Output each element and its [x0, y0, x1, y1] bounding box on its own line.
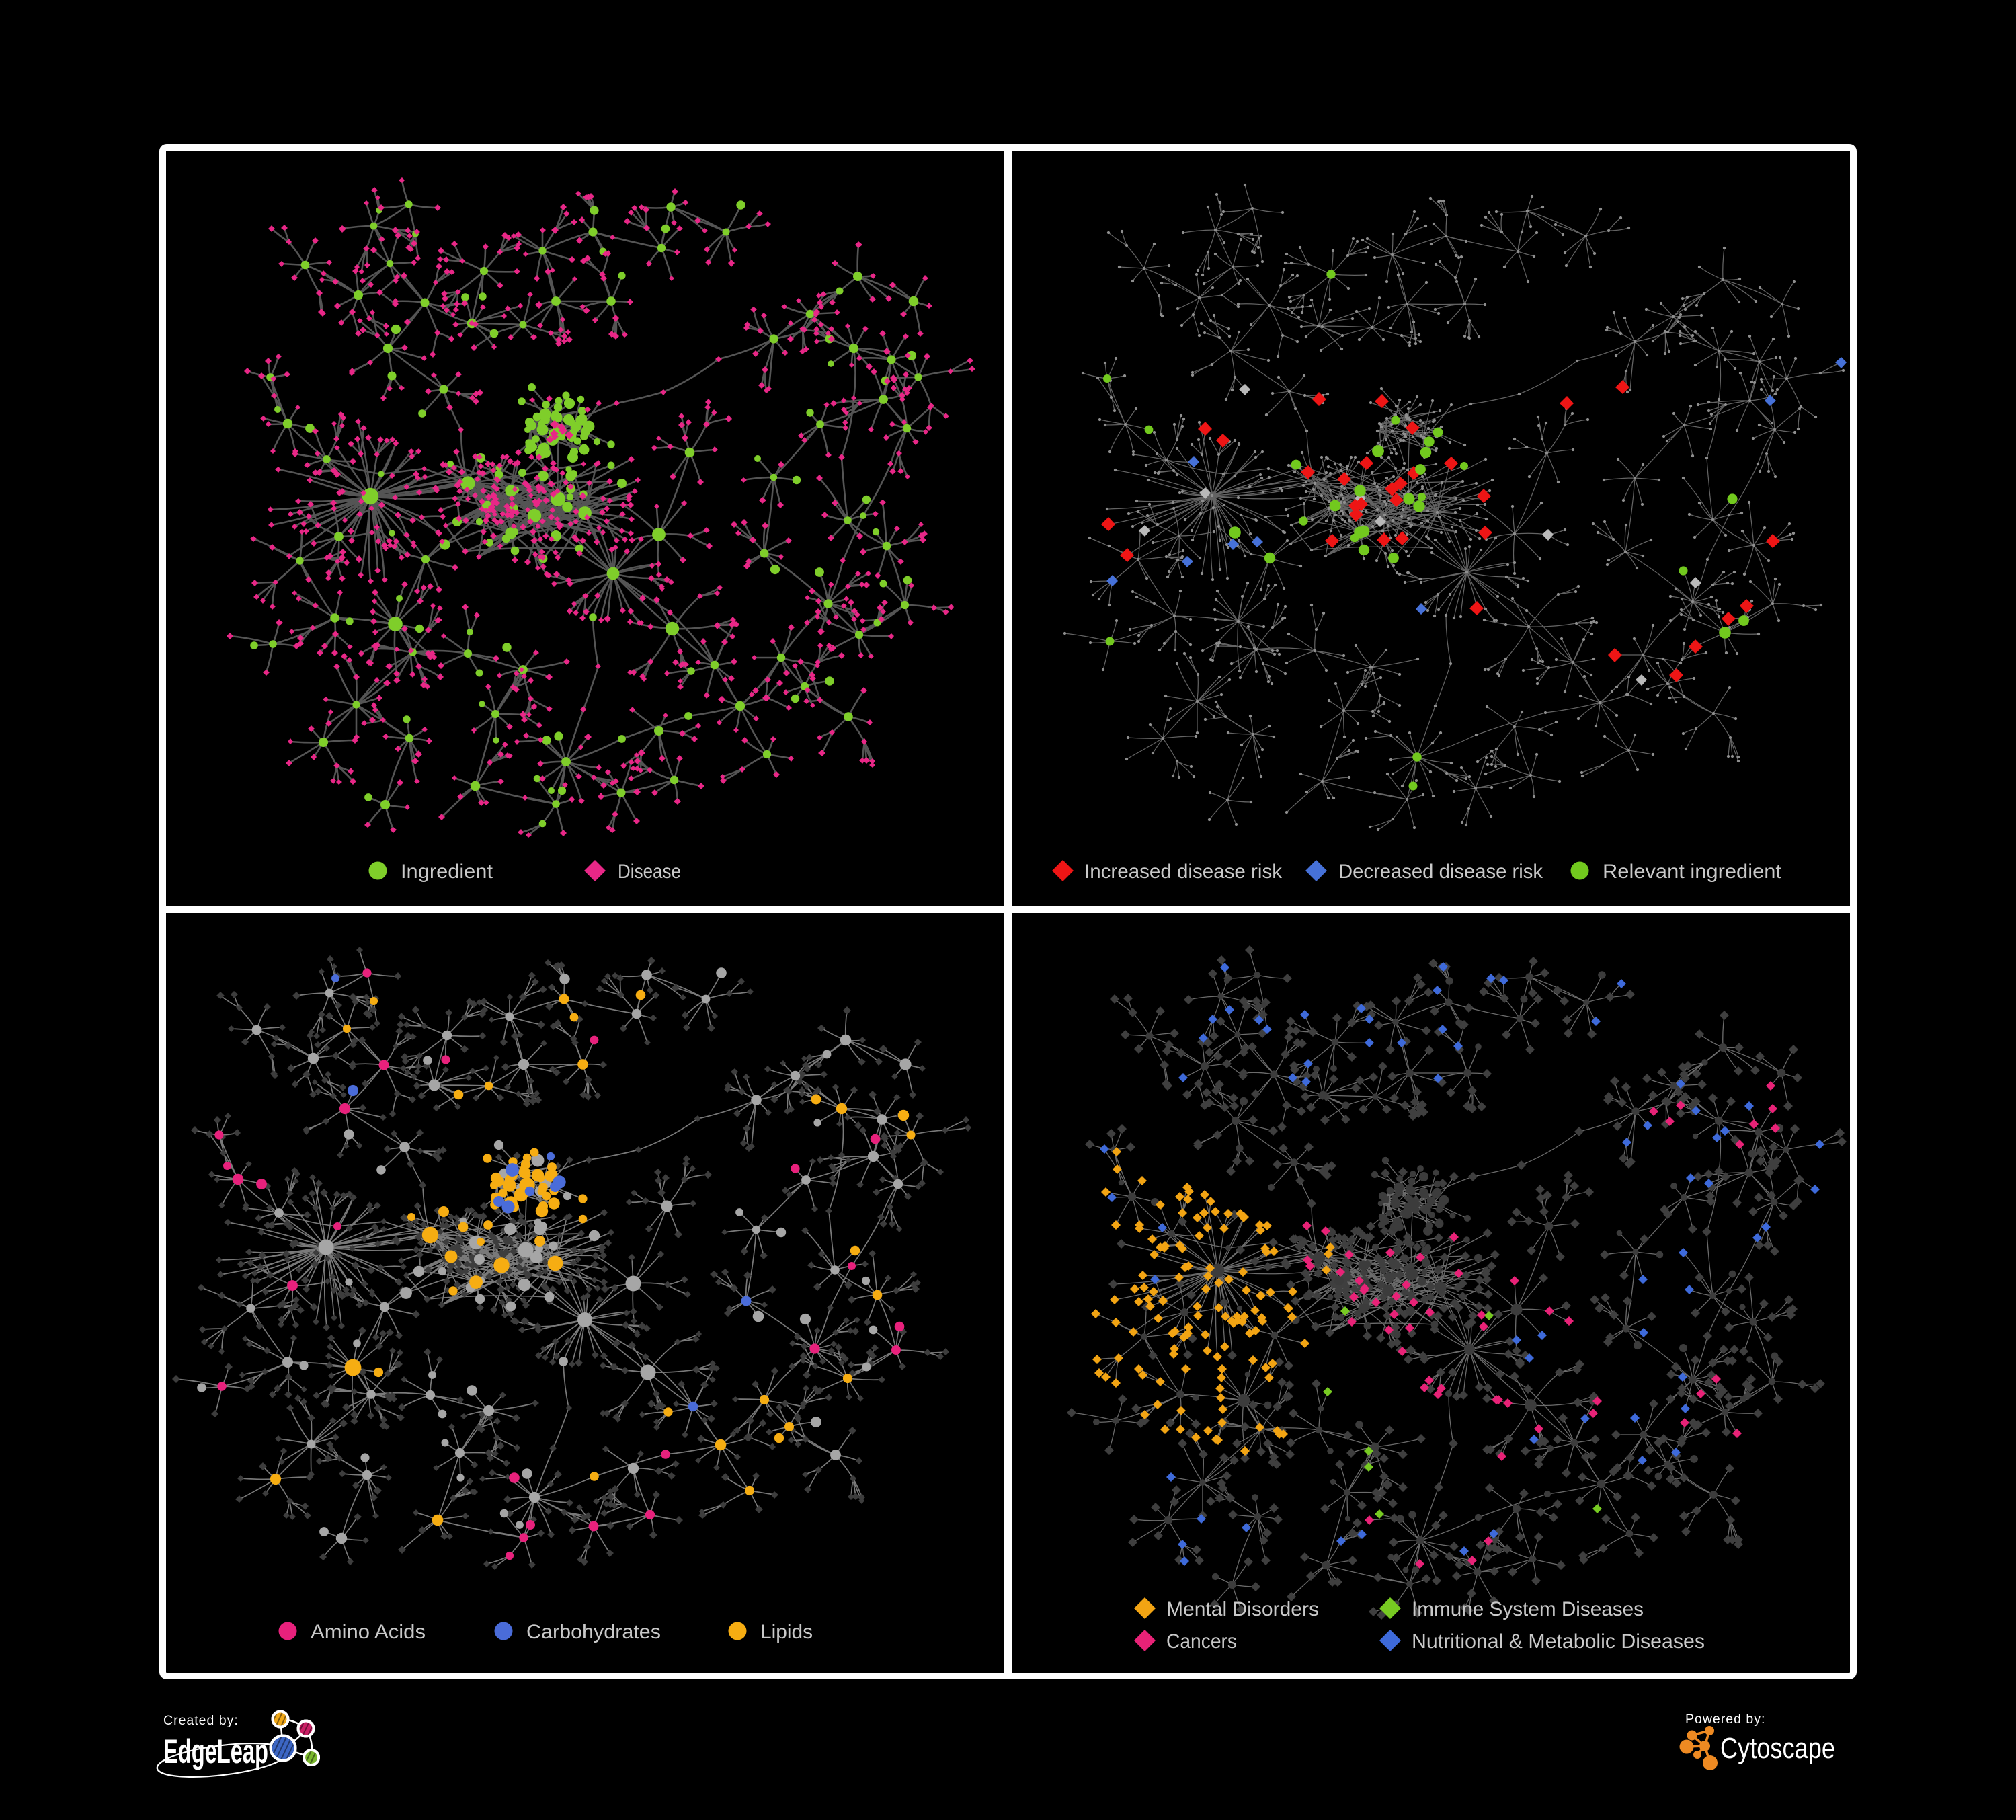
- svg-text:Cancers: Cancers: [1166, 1630, 1237, 1653]
- svg-text:Ingredient: Ingredient: [401, 861, 493, 883]
- svg-text:Increased disease risk: Increased disease risk: [1084, 861, 1283, 883]
- svg-text:Immune System Diseases: Immune System Diseases: [1412, 1598, 1644, 1620]
- svg-text:EdgeLeap: EdgeLeap: [163, 1733, 268, 1770]
- svg-text:Relevant ingredient: Relevant ingredient: [1603, 861, 1782, 883]
- svg-text:Created by:: Created by:: [163, 1713, 239, 1728]
- svg-text:Decreased disease risk: Decreased disease risk: [1338, 861, 1543, 883]
- svg-text:Disease: Disease: [618, 861, 681, 883]
- svg-text:Powered by:: Powered by:: [1685, 1712, 1765, 1727]
- svg-text:Carbohydrates: Carbohydrates: [526, 1621, 661, 1643]
- svg-text:Nutritional & Metabolic Diseas: Nutritional & Metabolic Diseases: [1412, 1630, 1705, 1653]
- svg-text:Mental Disorders: Mental Disorders: [1166, 1598, 1319, 1620]
- svg-text:Amino Acids: Amino Acids: [311, 1621, 426, 1643]
- svg-text:Lipids: Lipids: [760, 1621, 813, 1643]
- svg-text:Cytoscape: Cytoscape: [1720, 1732, 1835, 1765]
